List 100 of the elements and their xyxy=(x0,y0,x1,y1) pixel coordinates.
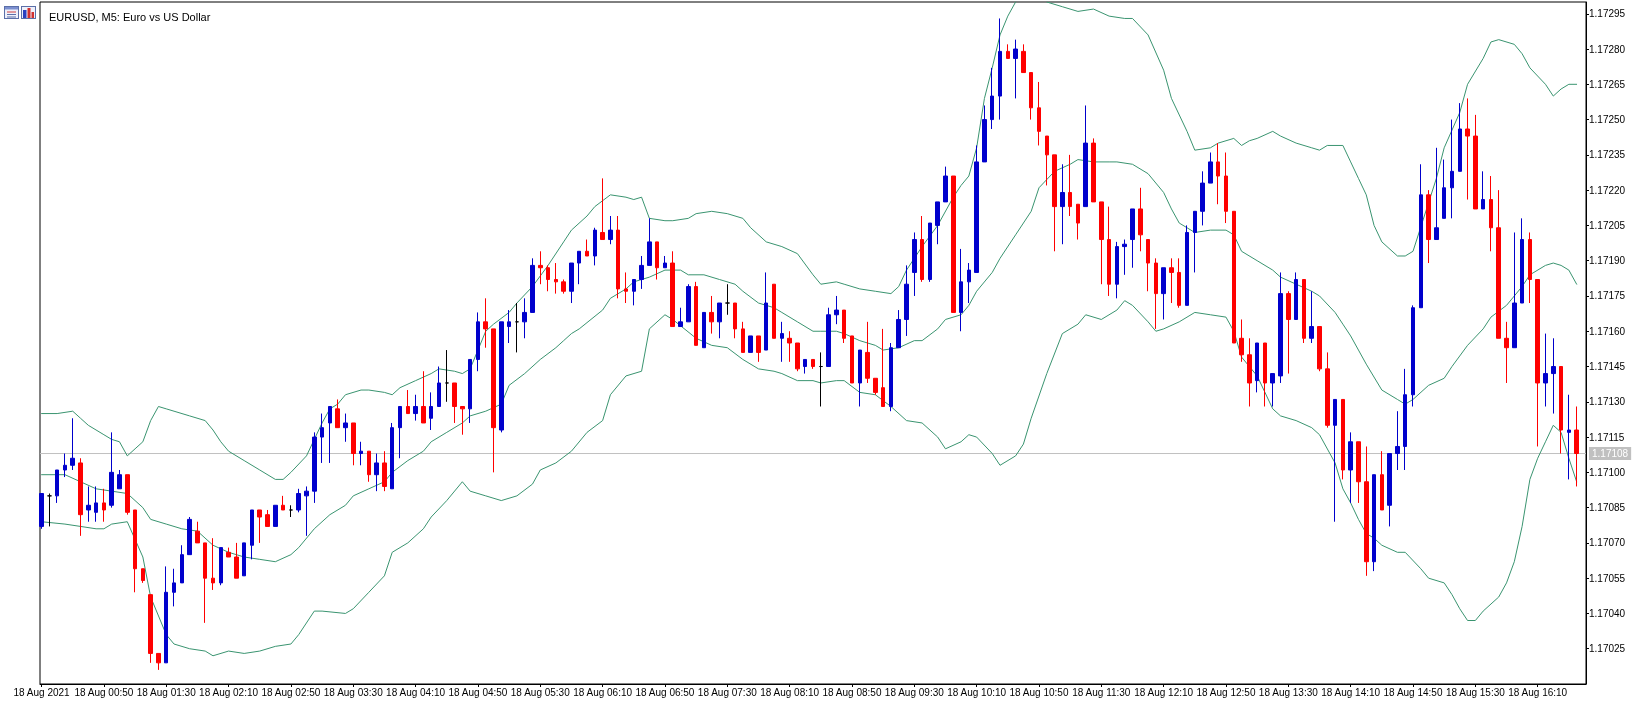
candlestick xyxy=(912,231,917,297)
candlestick xyxy=(1169,257,1174,304)
candlestick xyxy=(1411,304,1415,407)
candlestick xyxy=(1138,187,1143,252)
candlestick xyxy=(343,413,348,443)
candlestick xyxy=(195,521,200,544)
candlestick xyxy=(585,239,589,257)
x-tick-label: 18 Aug 10:10 xyxy=(947,686,1007,698)
candlestick xyxy=(1037,81,1041,146)
candlestick xyxy=(242,542,246,577)
candlestick xyxy=(1107,206,1111,297)
candlestick xyxy=(257,509,262,544)
candlestick xyxy=(1574,406,1579,487)
y-tick-label: 1.17100 xyxy=(1589,466,1626,478)
candlestick xyxy=(1013,39,1018,99)
y-tick-label: 1.17115 xyxy=(1589,431,1625,443)
candlestick xyxy=(70,417,75,471)
candlestick xyxy=(1309,290,1314,344)
x-tick-label: 18 Aug 09:30 xyxy=(884,686,945,698)
candlestick xyxy=(1348,431,1353,504)
candlestick xyxy=(1278,271,1283,384)
x-tick-label: 18 Aug 08:50 xyxy=(822,686,882,698)
candlestick xyxy=(1060,163,1065,245)
candlestick xyxy=(554,262,558,295)
candlestick xyxy=(1247,337,1252,407)
candlestick xyxy=(1543,333,1548,407)
candlestick xyxy=(406,389,410,415)
candlestick xyxy=(460,406,465,436)
candlestick xyxy=(1473,114,1478,210)
candlestick xyxy=(1302,279,1306,344)
candlestick xyxy=(538,250,543,285)
candlestick xyxy=(109,431,114,509)
candlestick xyxy=(717,302,722,339)
candlestick xyxy=(1512,231,1517,349)
candlestick xyxy=(1419,163,1423,309)
y-tick-label: 1.17145 xyxy=(1589,361,1626,373)
x-tick-label: 18 Aug 00:50 xyxy=(74,686,134,698)
candlestick xyxy=(1380,450,1384,511)
line-series xyxy=(41,300,1578,657)
candlestick xyxy=(398,406,402,459)
candlestick xyxy=(390,422,394,490)
candlestick xyxy=(281,495,285,511)
candlestick xyxy=(312,431,317,504)
candlestick xyxy=(296,488,301,513)
y-tick-label: 1.17025 xyxy=(1589,643,1626,655)
candlestick xyxy=(1426,189,1431,264)
candlestick xyxy=(367,450,371,483)
candlestick xyxy=(1029,72,1033,121)
candlestick xyxy=(811,358,815,370)
candlestick xyxy=(94,485,98,523)
candlestick xyxy=(117,469,122,490)
candlestick xyxy=(47,493,52,527)
candlestick xyxy=(1559,366,1563,455)
candlestick xyxy=(1341,398,1345,480)
x-tick-label: 18 Aug 12:50 xyxy=(1196,686,1256,698)
candlestick xyxy=(335,398,340,429)
y-tick-label: 1.17070 xyxy=(1589,537,1626,549)
candlestick xyxy=(219,547,223,586)
candlestick xyxy=(647,217,652,266)
y-tick-label: 1.17160 xyxy=(1589,325,1626,337)
x-tick-label: 18 Aug 03:30 xyxy=(323,686,384,698)
candlestick xyxy=(616,215,620,299)
candlestick xyxy=(304,485,309,537)
candlestick xyxy=(943,166,948,203)
candlestick xyxy=(670,250,675,328)
candlestick xyxy=(1364,445,1369,577)
candlestick xyxy=(1403,368,1407,471)
text: EURUSD, M5: Euro vs US Dollar xyxy=(49,10,211,23)
candlestick xyxy=(1161,267,1166,320)
x-tick-label: 18 Aug 11:30 xyxy=(1072,686,1131,698)
candlestick xyxy=(959,248,963,332)
candlestick xyxy=(1481,170,1485,210)
candlestick xyxy=(1045,135,1049,186)
y-tick-label: 1.17205 xyxy=(1589,219,1626,231)
candlestick xyxy=(639,255,644,290)
candlestick xyxy=(164,565,168,664)
candlestick xyxy=(1154,257,1158,330)
candlestick xyxy=(250,509,254,560)
candlestick xyxy=(819,351,823,407)
candlestick xyxy=(608,215,613,245)
candlestick xyxy=(141,568,145,584)
x-tick-label: 18 Aug 08:10 xyxy=(760,686,820,698)
candlestick xyxy=(803,358,807,375)
candlestick xyxy=(180,544,184,584)
x-tick-label: 18 Aug 15:30 xyxy=(1445,686,1506,698)
candlestick xyxy=(889,342,893,412)
candlestick xyxy=(328,406,332,464)
candlestick xyxy=(1052,154,1057,252)
candlestick xyxy=(795,342,800,372)
x-tick-label: 18 Aug 04:10 xyxy=(386,686,446,698)
y-tick-label: 1.17220 xyxy=(1589,184,1626,196)
candlestick xyxy=(780,321,784,363)
candlestick xyxy=(125,474,130,516)
candlestick xyxy=(148,594,153,664)
candlestick xyxy=(826,307,831,368)
candlestick xyxy=(1551,337,1556,415)
x-tick-label: 18 Aug 06:50 xyxy=(635,686,695,698)
candlestick xyxy=(63,453,67,478)
candlestick xyxy=(1200,170,1205,226)
candlestick xyxy=(632,279,636,306)
